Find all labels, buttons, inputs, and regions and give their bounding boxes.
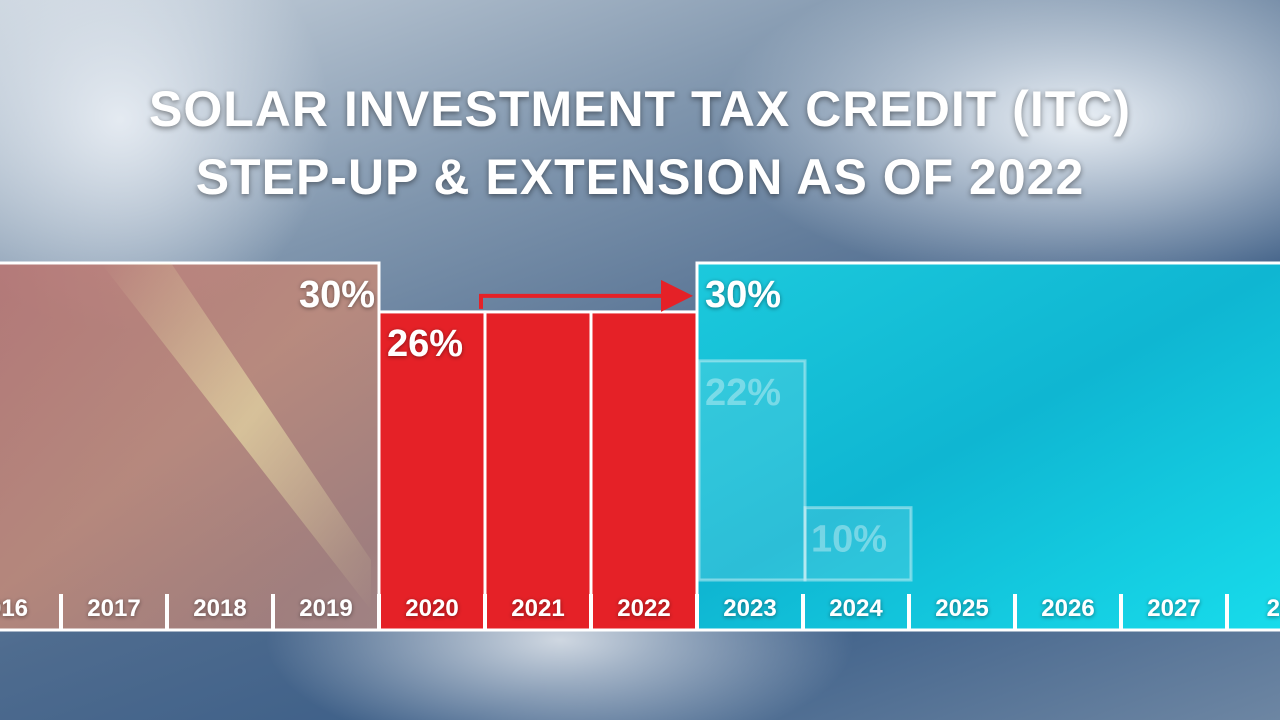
- tick-separator: [907, 594, 911, 630]
- tick-label-2019: 2019: [299, 595, 352, 622]
- tick-separator: [377, 594, 381, 630]
- highlight-stripe: [101, 263, 371, 610]
- faded-bar-2023: [697, 359, 807, 582]
- tick-label-2024: 2024: [829, 595, 883, 622]
- tick-separator: [1013, 594, 1017, 630]
- value-label-2023: 30%: [705, 274, 781, 316]
- tick-separator: [1225, 594, 1229, 630]
- tick-label-2028: 20: [1267, 595, 1280, 622]
- tick-separator: [695, 594, 699, 630]
- faded-bar-2024: [803, 506, 913, 582]
- value-label-2019: 30%: [299, 274, 375, 316]
- tick-separator: [801, 594, 805, 630]
- chart-title-line-2: STEP-UP & EXTENSION AS OF 2022: [195, 149, 1085, 205]
- tick-label-2026: 2026: [1041, 595, 1094, 622]
- tick-label-2027: 2027: [1147, 595, 1200, 622]
- value-label-2024-faded: 10%: [811, 519, 887, 561]
- bar-2021: [483, 310, 593, 632]
- tick-separator: [483, 594, 487, 630]
- tick-separator: [1119, 594, 1123, 630]
- chart-title-line-1: SOLAR INVESTMENT TAX CREDIT (ITC): [148, 81, 1132, 137]
- tick-separator: [271, 594, 275, 630]
- tick-label-2022: 2022: [617, 595, 670, 622]
- tick-separator: [589, 594, 593, 630]
- step-up-arrow: [479, 279, 693, 312]
- tick-label-2018: 2018: [193, 595, 246, 622]
- bar-2022: [589, 310, 699, 632]
- tick-label-2021: 2021: [511, 595, 564, 622]
- tick-label-2016: 016: [0, 595, 28, 622]
- tick-label-2023: 2023: [723, 595, 776, 622]
- bar-group-2023-2028: [695, 261, 1280, 632]
- value-label-2023-faded: 22%: [705, 372, 781, 414]
- bar-2020: [377, 310, 487, 632]
- value-label-2020: 26%: [387, 323, 463, 365]
- tick-label-2017: 2017: [87, 595, 140, 622]
- tick-label-2020: 2020: [405, 595, 458, 622]
- tick-label-2025: 2025: [935, 595, 988, 622]
- tick-separator: [165, 594, 169, 630]
- tick-separator: [59, 594, 63, 630]
